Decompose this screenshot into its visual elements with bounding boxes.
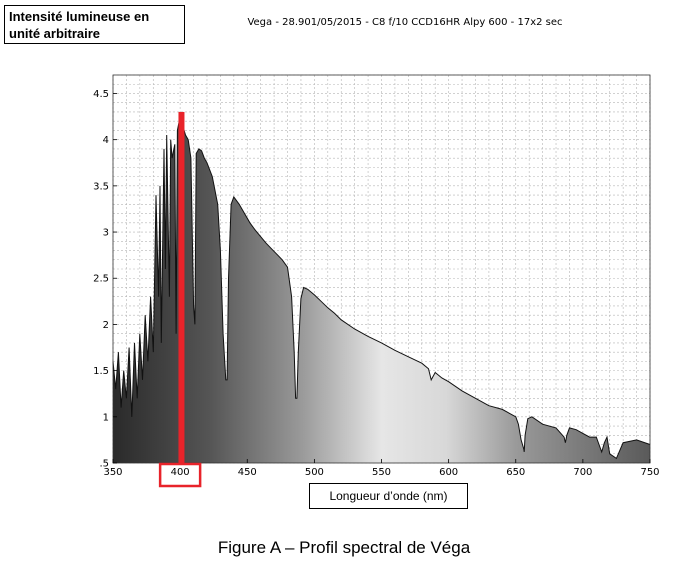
- x-tick-label: 700: [573, 467, 592, 478]
- figure-caption: Figure A – Profil spectral de Véga: [217, 538, 471, 557]
- spectrum-area: [113, 116, 650, 463]
- highlight-bar: [178, 111, 185, 463]
- y-tick-label: 3.5: [93, 181, 109, 192]
- y-tick-label: 4.5: [93, 89, 109, 100]
- chart-title: Vega - 28.901/05/2015 - C8 f/10 CCD16HR …: [247, 17, 563, 28]
- x-tick-label: 750: [640, 467, 659, 478]
- x-tick-label: 550: [372, 467, 391, 478]
- y-tick-label: .5: [99, 459, 109, 470]
- y-tick-label: 2.5: [93, 274, 109, 285]
- y-tick-label: 2: [103, 320, 109, 331]
- x-tick-label: 450: [238, 467, 257, 478]
- x-tick-label: 350: [103, 467, 122, 478]
- y-tick-label: 1: [103, 412, 109, 423]
- axis-ticks: 350 400 450 500 550 600 650 700 750 .5 1 1.5 2 2.5 3 3.…: [93, 89, 659, 478]
- x-tick-label: 400: [171, 467, 190, 478]
- y-tick-label: 1.5: [93, 366, 109, 377]
- y-tick-label: 3: [103, 228, 109, 239]
- x-axis-label: Longueur d’onde (nm): [309, 483, 468, 509]
- x-tick-label: 600: [439, 467, 458, 478]
- y-axis-label: Intensité lumineuse en unité arbitraire: [4, 5, 185, 44]
- x-tick-label: 500: [305, 467, 324, 478]
- y-tick-label: 4: [103, 135, 109, 146]
- highlight-tick-box: [158, 462, 202, 488]
- x-tick-label: 650: [506, 467, 525, 478]
- spectrum-line: [112, 116, 651, 460]
